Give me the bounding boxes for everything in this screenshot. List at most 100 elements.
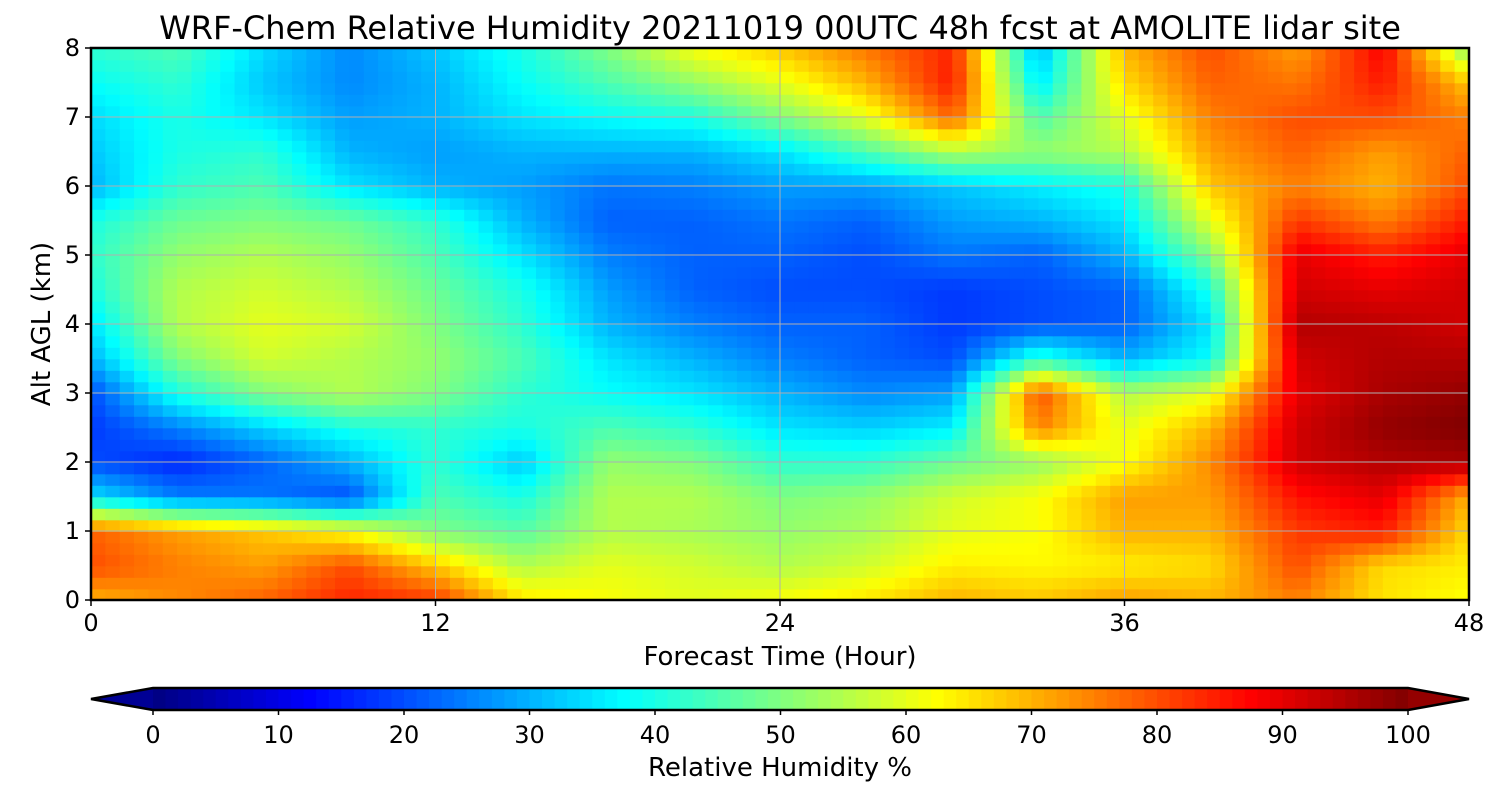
heatmap-cell <box>220 416 236 429</box>
heatmap-cell <box>780 289 796 302</box>
heatmap-cell <box>449 462 465 475</box>
heatmap-cell <box>1138 577 1154 590</box>
heatmap-cell <box>794 82 810 95</box>
heatmap-cell <box>492 312 509 325</box>
heatmap-cell <box>119 59 135 72</box>
heatmap-cell <box>507 519 523 532</box>
heatmap-cell <box>966 335 982 348</box>
heatmap-cell <box>579 82 595 95</box>
heatmap-cell <box>478 232 494 245</box>
heatmap-cell <box>507 197 523 210</box>
heatmap-cell <box>248 289 265 302</box>
heatmap-cell <box>1081 243 1097 256</box>
heatmap-cell <box>751 554 767 567</box>
heatmap-cell <box>1095 232 1111 245</box>
heatmap-cell <box>535 289 552 302</box>
heatmap-cell <box>823 278 839 291</box>
heatmap-cell <box>607 289 623 302</box>
heatmap-cell <box>880 347 896 360</box>
heatmap-cell <box>794 266 810 279</box>
heatmap-cell <box>1311 554 1327 567</box>
heatmap-cell <box>708 393 724 406</box>
heatmap-cell <box>464 312 480 325</box>
heatmap-cell <box>995 588 1011 600</box>
heatmap-cell <box>966 531 982 544</box>
heatmap-cell <box>808 151 824 164</box>
heatmap-cell <box>1009 278 1025 291</box>
heatmap-cell <box>1167 462 1183 475</box>
heatmap-cell <box>966 473 982 486</box>
heatmap-cell <box>492 117 509 130</box>
heatmap-cell <box>1167 427 1183 440</box>
heatmap-cell <box>306 485 322 498</box>
heatmap-cell <box>535 370 552 383</box>
heatmap-cell <box>1325 542 1341 555</box>
heatmap-cell <box>1397 163 1413 176</box>
heatmap-cell <box>105 519 121 532</box>
heatmap-cell <box>1253 220 1269 233</box>
heatmap-cell <box>622 197 638 210</box>
heatmap-cell <box>923 404 939 417</box>
heatmap-cell <box>780 381 796 394</box>
heatmap-cell <box>722 565 738 578</box>
heatmap-cell <box>995 94 1011 107</box>
heatmap-cell <box>1153 105 1169 118</box>
heatmap-cell <box>909 82 925 95</box>
heatmap-cell <box>1095 370 1111 383</box>
heatmap-cell <box>866 439 882 452</box>
heatmap-cell <box>607 462 623 475</box>
heatmap-cell <box>363 462 379 475</box>
heatmap-cell <box>622 289 638 302</box>
heatmap-cell <box>995 496 1011 509</box>
heatmap-cell <box>923 393 939 406</box>
heatmap-cell <box>119 370 135 383</box>
heatmap-cell <box>91 439 107 452</box>
heatmap-cell <box>91 163 107 176</box>
heatmap-cell <box>837 588 853 600</box>
heatmap-cell <box>923 588 939 600</box>
heatmap-cell <box>894 82 910 95</box>
heatmap-cell <box>909 473 925 486</box>
heatmap-cell <box>478 220 494 233</box>
heatmap-cell <box>291 312 308 325</box>
heatmap-cell <box>607 416 623 429</box>
heatmap-cell <box>291 358 308 371</box>
heatmap-cell <box>952 427 968 440</box>
heatmap-cell <box>91 427 107 440</box>
heatmap-cell <box>1153 174 1169 187</box>
heatmap-cell <box>464 519 480 532</box>
heatmap-cell <box>1210 243 1226 256</box>
heatmap-cell <box>392 128 408 141</box>
heatmap-cell <box>91 82 107 95</box>
heatmap-cell <box>909 347 925 360</box>
heatmap-cell <box>866 427 882 440</box>
heatmap-cell <box>1153 243 1169 256</box>
heatmap-cell <box>1282 82 1298 95</box>
heatmap-cell <box>593 554 609 567</box>
heatmap-cell <box>148 278 164 291</box>
heatmap-cell <box>937 450 954 463</box>
heatmap-cell <box>1224 404 1241 417</box>
heatmap-cell <box>650 232 666 245</box>
heatmap-cell <box>492 289 509 302</box>
heatmap-cell <box>1239 577 1255 590</box>
heatmap-cell <box>851 404 867 417</box>
heatmap-cell <box>564 565 580 578</box>
heatmap-cell <box>320 255 336 268</box>
heatmap-cell <box>966 450 982 463</box>
heatmap-cell <box>1382 462 1399 475</box>
heatmap-cell <box>693 335 710 348</box>
heatmap-cell <box>263 301 279 314</box>
heatmap-cell <box>866 301 882 314</box>
heatmap-cell <box>1368 174 1384 187</box>
heatmap-cell <box>162 71 178 84</box>
heatmap-cell <box>1224 163 1241 176</box>
heatmap-cell <box>1067 312 1083 325</box>
colorbar-segment <box>567 688 581 710</box>
heatmap-cell <box>995 393 1011 406</box>
heatmap-cell <box>1454 335 1469 348</box>
heatmap-cell <box>751 232 767 245</box>
heatmap-cell <box>392 496 408 509</box>
heatmap-cell <box>1454 266 1469 279</box>
